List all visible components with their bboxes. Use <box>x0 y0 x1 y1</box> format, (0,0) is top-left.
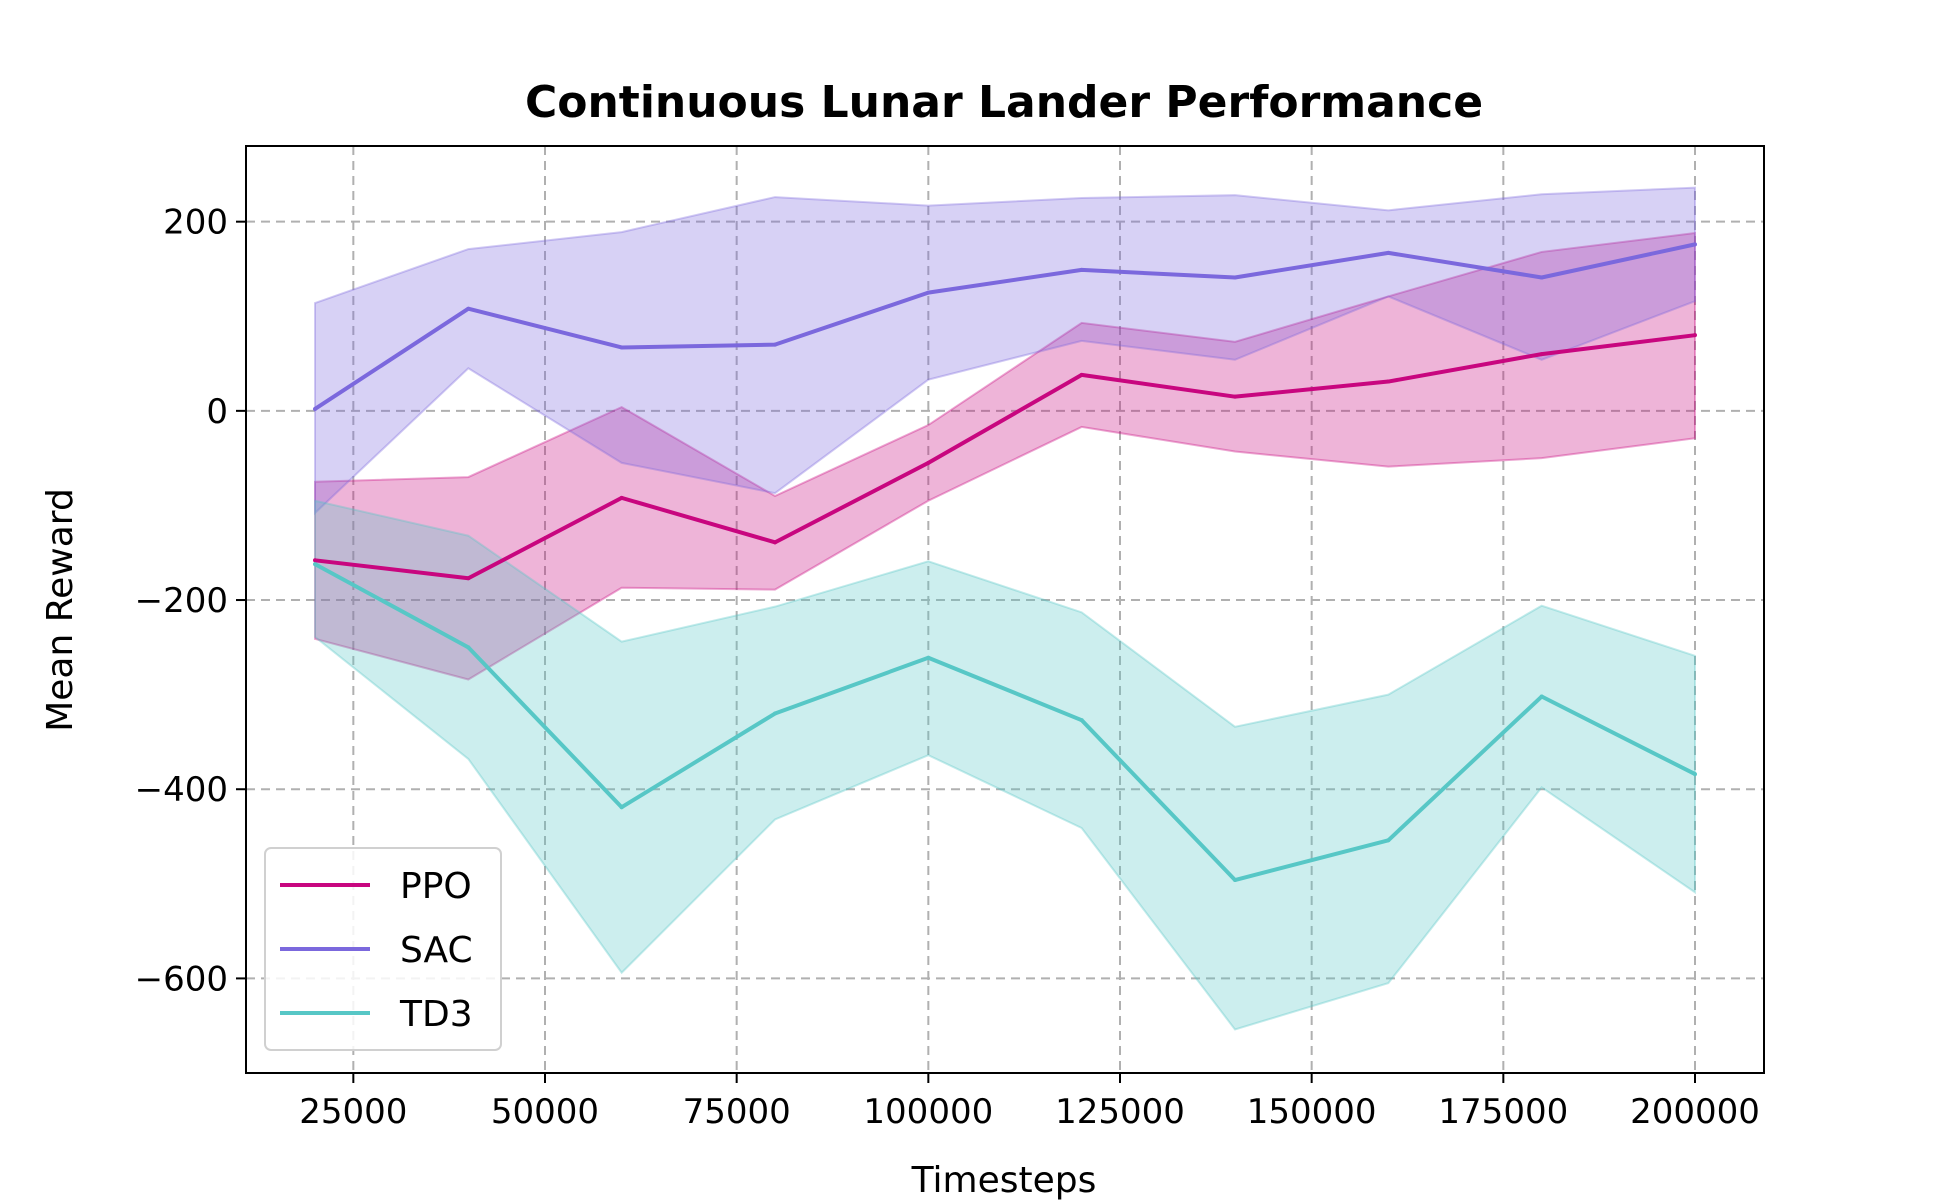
point-td3 <box>1693 772 1697 777</box>
point-td3 <box>466 645 471 650</box>
point-sac <box>313 406 317 411</box>
band-ppo <box>314 231 1696 681</box>
point-ppo <box>926 460 931 465</box>
series-lines <box>313 242 1697 883</box>
point-ppo <box>773 540 777 545</box>
legend-label-td3: TD3 <box>399 994 473 1035</box>
point-sac <box>1539 275 1544 280</box>
point-sac <box>1079 267 1084 272</box>
point-sac <box>926 290 931 295</box>
point-ppo <box>466 576 471 581</box>
point-sac <box>619 345 624 350</box>
x-axis-label: Timesteps <box>911 1160 1097 1200</box>
point-td3 <box>773 711 777 716</box>
point-td3 <box>1233 878 1237 883</box>
point-sac <box>1233 275 1237 280</box>
band-td3 <box>314 499 1696 1031</box>
point-td3 <box>1539 694 1544 699</box>
point-ppo <box>1079 372 1084 377</box>
legend: PPO SAC TD3 <box>264 847 502 1051</box>
chart-title: Continuous Lunar Lander Performance <box>525 77 1483 128</box>
x-tick-label: 75000 <box>683 1092 791 1132</box>
band-sac <box>314 186 1696 516</box>
y-tick-label: −200 <box>135 581 228 621</box>
x-tick-label: 200000 <box>1630 1092 1760 1132</box>
x-axis: 25000 50000 75000 100000 125000 150000 175000 2… <box>299 1073 1760 1132</box>
point-td3 <box>1079 718 1084 723</box>
point-ppo <box>313 558 317 563</box>
point-sac <box>773 342 777 347</box>
point-sac <box>466 306 471 311</box>
point-ppo <box>619 495 624 500</box>
x-tick-label: 50000 <box>491 1092 599 1132</box>
y-tick-label: −400 <box>135 770 228 810</box>
confidence-bands <box>314 186 1696 1031</box>
plot-frame <box>245 145 1765 1074</box>
point-td3 <box>313 562 317 567</box>
y-axis-label: Mean Reward <box>40 488 81 732</box>
point-td3 <box>926 655 931 660</box>
line-ppo <box>314 333 1696 581</box>
point-td3 <box>619 805 624 810</box>
y-axis: −600 −400 −200 0 200 <box>135 203 246 999</box>
point-ppo <box>1386 379 1391 384</box>
x-tick-label: 125000 <box>1055 1092 1185 1132</box>
line-sac <box>313 242 1696 411</box>
x-tick-label: 100000 <box>863 1092 993 1132</box>
y-tick-label: 200 <box>163 203 228 243</box>
x-tick-label: 25000 <box>299 1092 407 1132</box>
point-ppo <box>1693 333 1697 338</box>
grid <box>246 146 1764 1073</box>
point-sac <box>1693 242 1697 247</box>
legend-box <box>264 847 502 1051</box>
point-ppo <box>1539 352 1544 357</box>
y-tick-label: 0 <box>206 392 228 432</box>
line-td3 <box>314 562 1696 883</box>
y-tick-label: −600 <box>135 959 228 999</box>
x-tick-label: 150000 <box>1247 1092 1377 1132</box>
legend-label-ppo: PPO <box>400 866 472 907</box>
point-sac <box>1386 250 1391 255</box>
point-ppo <box>1233 394 1237 399</box>
point-td3 <box>1386 838 1391 843</box>
legend-label-sac: SAC <box>400 930 473 971</box>
x-tick-label: 175000 <box>1438 1092 1568 1132</box>
